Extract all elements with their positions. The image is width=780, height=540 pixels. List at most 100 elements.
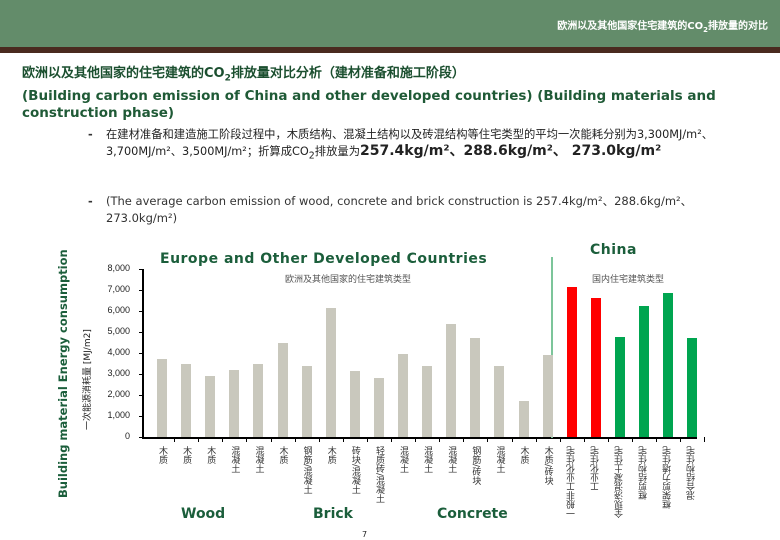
x-tick xyxy=(270,437,272,442)
y-tick xyxy=(139,290,143,291)
y-axis-title: Building material Energy consumption xyxy=(56,249,70,498)
x-tick xyxy=(222,437,224,442)
x-category-label: 框架剪力墙住宅 xyxy=(663,446,674,509)
x-tick xyxy=(656,437,658,442)
x-category-label: 工业化住宅 xyxy=(590,446,601,491)
header-stripe xyxy=(0,47,780,53)
group-label-concrete: Concrete xyxy=(437,506,508,522)
bullet-en: - (The average carbon emission of wood, … xyxy=(88,193,738,227)
x-tick xyxy=(246,437,248,442)
bar-area xyxy=(144,269,698,437)
x-tick xyxy=(294,437,296,442)
x-category-label: 混凝土 xyxy=(422,446,433,473)
chart-subtitle-china: 国内住宅建筑类型 xyxy=(592,275,665,285)
x-category-label: 混凝土 xyxy=(446,446,457,473)
bar xyxy=(181,363,192,437)
x-tick xyxy=(198,437,200,442)
x-tick xyxy=(439,437,441,442)
x-category-label: 混凝土 xyxy=(494,446,505,473)
y-tick xyxy=(139,437,143,438)
x-tick xyxy=(680,437,682,442)
chart-title-europe: Europe and Other Developed Countries xyxy=(160,251,488,267)
y-tick-label: 2,000 xyxy=(107,389,130,399)
y-tick-label: 8,000 xyxy=(107,263,130,273)
x-tick xyxy=(583,437,585,442)
x-category-label: 木质/砖块 xyxy=(542,446,553,486)
x-tick xyxy=(318,437,320,442)
bar xyxy=(277,342,288,437)
x-category-label: 混凝土 xyxy=(229,446,240,473)
slide-title: 欧洲以及其他国家的住宅建筑的CO2排放量对比分析（建材准备和施工阶段） (Bui… xyxy=(22,65,762,122)
y-tick xyxy=(139,269,143,270)
page-number: 7 xyxy=(362,530,368,539)
y-tick xyxy=(139,416,143,417)
chart-title-china: China xyxy=(590,242,637,258)
x-category-label: 框剪结构住宅 xyxy=(639,446,650,500)
y-tick-label: 7,000 xyxy=(107,284,130,294)
x-tick xyxy=(535,437,537,442)
x-category-label: 钢筋/混凝土 xyxy=(301,446,312,495)
bar xyxy=(157,359,168,437)
bar xyxy=(518,401,529,437)
x-tick xyxy=(607,437,609,442)
x-category-label: 钢筋/砖块 xyxy=(470,446,481,486)
y-tick xyxy=(139,332,143,333)
slide-title-cn: 欧洲以及其他国家的住宅建筑的CO2排放量对比分析（建材准备和施工阶段） xyxy=(22,66,465,84)
y-axis xyxy=(142,269,144,438)
bullet-text: 在建材准备和建造施工阶段过程中，木质结构、混凝土结构以及砖混结构等住宅类型的平均… xyxy=(106,128,714,162)
x-category-label: 混凝土 xyxy=(398,446,409,473)
x-tick xyxy=(487,437,489,442)
slide-title-en: (Building carbon emission of China and o… xyxy=(22,87,716,121)
bar xyxy=(422,365,433,437)
bar xyxy=(398,354,409,437)
bar xyxy=(470,338,481,437)
group-label-brick: Brick xyxy=(313,506,353,522)
x-tick xyxy=(366,437,368,442)
x-category-label: 木质 xyxy=(157,446,168,464)
bar xyxy=(663,293,674,437)
x-category-label: 木质 xyxy=(277,446,288,464)
bar xyxy=(205,376,216,437)
bar xyxy=(446,323,457,437)
bar xyxy=(229,369,240,437)
bullet-dash: - xyxy=(88,195,93,208)
bar xyxy=(349,370,360,437)
header-title: 欧洲以及其他国家住宅建筑的CO2排放量的对比 xyxy=(557,21,768,34)
x-category-label: 混凝土 xyxy=(253,446,264,473)
bar xyxy=(590,298,601,437)
x-category-label: 木质 xyxy=(181,446,192,464)
y-tick-label: 1,000 xyxy=(107,410,130,420)
region-divider xyxy=(551,257,553,438)
x-category-label: 木质 xyxy=(325,446,336,464)
bar xyxy=(301,365,312,437)
y-tick xyxy=(139,395,143,396)
x-tick xyxy=(342,437,344,442)
x-category-label: 全现浇混凝土住宅 xyxy=(614,446,625,518)
x-category-label: 木质 xyxy=(518,446,529,464)
bar xyxy=(687,338,698,437)
x-tick xyxy=(174,437,176,442)
x-category-label: 混合结构住宅 xyxy=(687,446,698,500)
group-label-wood: Wood xyxy=(181,506,226,522)
bar xyxy=(542,355,553,437)
bar xyxy=(614,337,625,437)
bar xyxy=(253,363,264,437)
x-category-label: 砖块/混凝土 xyxy=(349,446,360,495)
bar xyxy=(639,305,650,437)
x-category-label: 一般非工业化住宅 xyxy=(566,446,577,518)
y-tick xyxy=(139,374,143,375)
x-tick xyxy=(415,437,417,442)
x-tick xyxy=(463,437,465,442)
x-tick xyxy=(511,437,513,442)
bar xyxy=(373,378,384,437)
x-tick xyxy=(391,437,392,442)
x-tick xyxy=(704,437,706,442)
x-category-label: 木质 xyxy=(205,446,216,464)
y-tick-label: 5,000 xyxy=(107,326,130,336)
y-tick-label: 6,000 xyxy=(107,305,130,315)
y-tick-label: 3,000 xyxy=(107,368,130,378)
bar xyxy=(566,286,577,437)
bullet-dash: - xyxy=(88,128,93,141)
y-tick xyxy=(139,311,143,312)
x-category-label: 轻质砖/混凝土 xyxy=(373,446,384,504)
